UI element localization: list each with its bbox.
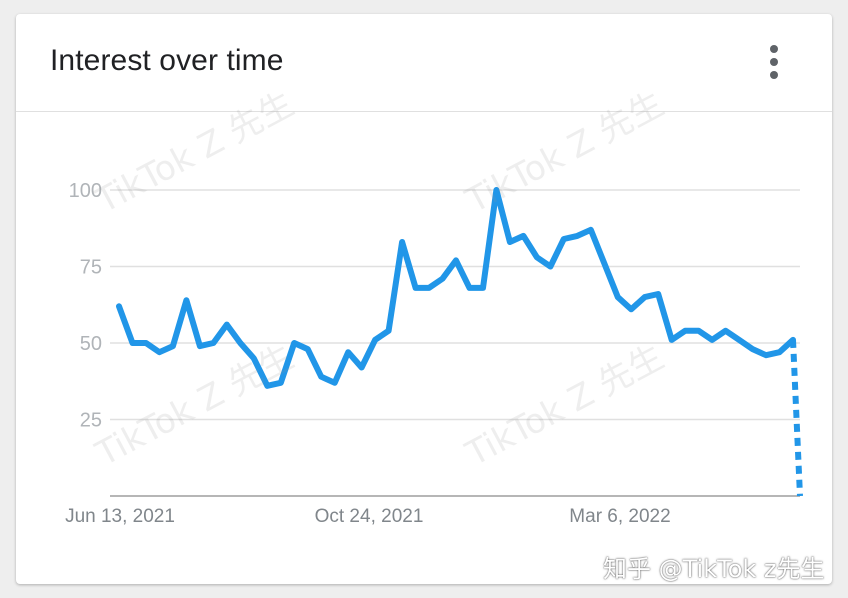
zhihu-credit: 知乎 @TikTok z先生	[603, 555, 825, 583]
card-title: Interest over time	[50, 44, 284, 77]
more-vert-icon[interactable]	[760, 40, 790, 84]
more-dot	[770, 58, 778, 66]
y-tick-label: 100	[69, 180, 102, 202]
x-tick-label: Oct 24, 2021	[315, 506, 424, 527]
y-tick-label: 75	[80, 257, 102, 279]
card-header: Interest over time	[16, 14, 832, 112]
interest-over-time-card: Interest over time 25 50 75 100 Jun 13, 2021…	[16, 14, 832, 584]
y-tick-label: 25	[80, 410, 102, 432]
y-tick-label: 50	[80, 333, 102, 355]
more-dot	[770, 45, 778, 53]
more-dot	[770, 71, 778, 79]
partial-series-line	[790, 339, 803, 497]
series-line	[116, 187, 796, 389]
x-tick-label: Mar 6, 2022	[569, 506, 670, 527]
x-tick-label: Jun 13, 2021	[65, 506, 175, 527]
interest-line-chart: 25 50 75 100 Jun 13, 2021 Oct 24, 2021 Mar 6, …	[65, 180, 803, 527]
